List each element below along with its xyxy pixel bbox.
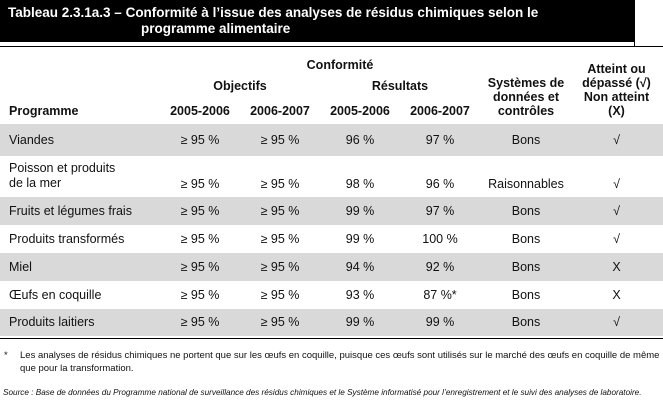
cell-obj-2005: ≥ 95 % xyxy=(180,315,220,329)
cell-programme: Poisson et produits de la mer xyxy=(9,161,116,190)
table-title-line1: Tableau 2.3.1a.3 – Conformité à l’issue … xyxy=(8,5,539,20)
header-atteint-line3: Non atteint xyxy=(583,90,650,104)
table-row: Fruits et légumes frais ≥ 95 % ≥ 95 % 99… xyxy=(0,197,663,225)
footnote-text: Les analyses de résidus chimiques ne por… xyxy=(20,350,660,374)
header-systemes-line2: données et xyxy=(493,90,559,104)
cell-res-2006: 96 % xyxy=(425,177,455,191)
header-atteint-line4: (X) xyxy=(608,104,625,118)
cell-programme: Œufs en coquille xyxy=(9,288,102,302)
cell-res-2005: 99 % xyxy=(345,315,375,329)
table-title: Tableau 2.3.1a.3 – Conformité à l’issue … xyxy=(0,0,634,42)
header-systemes-line3: contrôles xyxy=(497,104,555,118)
cell-atteint: X xyxy=(612,260,621,274)
cell-res-2006: 99 % xyxy=(425,315,455,329)
cell-obj-2006: ≥ 95 % xyxy=(260,315,300,329)
cell-systemes: Bons xyxy=(511,133,541,147)
header-atteint-line2: dépassé (√) xyxy=(582,76,651,90)
cell-obj-2006: ≥ 95 % xyxy=(260,288,300,302)
cell-obj-2005: ≥ 95 % xyxy=(180,260,220,274)
table-title-line2: programme alimentaire xyxy=(141,21,291,36)
cell-res-2005: 99 % xyxy=(345,204,375,218)
header-programme: Programme xyxy=(9,104,79,118)
cell-systemes: Bons xyxy=(511,315,541,329)
cell-obj-2006: ≥ 95 % xyxy=(260,204,300,218)
header-obj-2006: 2006-2007 xyxy=(250,104,310,118)
cell-obj-2006: ≥ 95 % xyxy=(260,177,300,191)
cell-systemes: Bons xyxy=(511,204,541,218)
cell-obj-2005: ≥ 95 % xyxy=(180,204,220,218)
footnote-marker: * xyxy=(4,350,8,361)
cell-res-2006: 97 % xyxy=(425,204,455,218)
cell-res-2006: 92 % xyxy=(425,260,455,274)
table-row: Miel ≥ 95 % ≥ 95 % 94 % 92 % Bons X xyxy=(0,253,663,281)
cell-res-2005: 93 % xyxy=(345,288,375,302)
cell-atteint: √ xyxy=(613,133,620,147)
cell-res-2006: 97 % xyxy=(425,133,455,147)
header-atteint: Atteint ou dépassé (√) Non atteint (X) xyxy=(570,62,663,118)
header-systemes-line1: Systèmes de xyxy=(487,76,565,90)
cell-obj-2005: ≥ 95 % xyxy=(180,133,220,147)
cell-obj-2005: ≥ 95 % xyxy=(180,232,220,246)
title-bar: Tableau 2.3.1a.3 – Conformité à l’issue … xyxy=(0,0,663,47)
cell-res-2005: 94 % xyxy=(345,260,375,274)
header-obj-2005: 2005-2006 xyxy=(170,104,230,118)
cell-atteint: √ xyxy=(613,177,620,191)
cell-res-2005: 98 % xyxy=(345,177,375,191)
table-row: Viandes ≥ 95 % ≥ 95 % 96 % 97 % Bons √ xyxy=(0,124,663,156)
table-row: Poisson et produits de la mer ≥ 95 % ≥ 9… xyxy=(0,157,663,197)
cell-programme: Miel xyxy=(9,260,32,274)
cell-obj-2006: ≥ 95 % xyxy=(260,133,300,147)
cell-obj-2005: ≥ 95 % xyxy=(180,177,220,191)
cell-obj-2005: ≥ 95 % xyxy=(180,288,220,302)
table-row: Produits laitiers ≥ 95 % ≥ 95 % 99 % 99 … xyxy=(0,309,663,336)
header-conformite: Conformité xyxy=(306,58,374,72)
cell-obj-2006: ≥ 95 % xyxy=(260,260,300,274)
cell-res-2006: 87 %* xyxy=(423,288,457,302)
title-side-box xyxy=(634,0,663,47)
cell-programme: Produits transformés xyxy=(9,232,125,246)
header-objectifs: Objectifs xyxy=(213,79,267,93)
cell-res-2006: 100 % xyxy=(422,232,458,246)
cell-programme: Produits laitiers xyxy=(9,315,95,329)
source-note: Source : Base de données du Programme na… xyxy=(3,388,642,397)
header-resultats: Résultats xyxy=(371,79,429,93)
cell-res-2005: 99 % xyxy=(345,232,375,246)
cell-atteint: √ xyxy=(613,204,620,218)
header-systemes: Systèmes de données et contrôles xyxy=(482,76,570,118)
cell-systemes: Bons xyxy=(511,260,541,274)
cell-atteint: √ xyxy=(613,232,620,246)
table-row: Œufs en coquille ≥ 95 % ≥ 95 % 93 % 87 %… xyxy=(0,281,663,309)
table-row: Produits transformés ≥ 95 % ≥ 95 % 99 % … xyxy=(0,225,663,253)
cell-obj-2006: ≥ 95 % xyxy=(260,232,300,246)
cell-systemes: Bons xyxy=(511,288,541,302)
cell-systemes: Raisonnables xyxy=(488,177,564,191)
cell-atteint: X xyxy=(612,288,621,302)
cell-atteint: √ xyxy=(613,315,620,329)
header-res-2005: 2005-2006 xyxy=(330,104,390,118)
cell-programme: Fruits et légumes frais xyxy=(9,204,132,218)
header-atteint-line1: Atteint ou xyxy=(587,62,646,76)
cell-programme: Viandes xyxy=(9,133,54,147)
title-underline xyxy=(0,42,634,47)
cell-res-2005: 96 % xyxy=(345,133,375,147)
cell-systemes: Bons xyxy=(511,232,541,246)
header-res-2006: 2006-2007 xyxy=(410,104,470,118)
table-bottom-rule xyxy=(0,338,663,339)
